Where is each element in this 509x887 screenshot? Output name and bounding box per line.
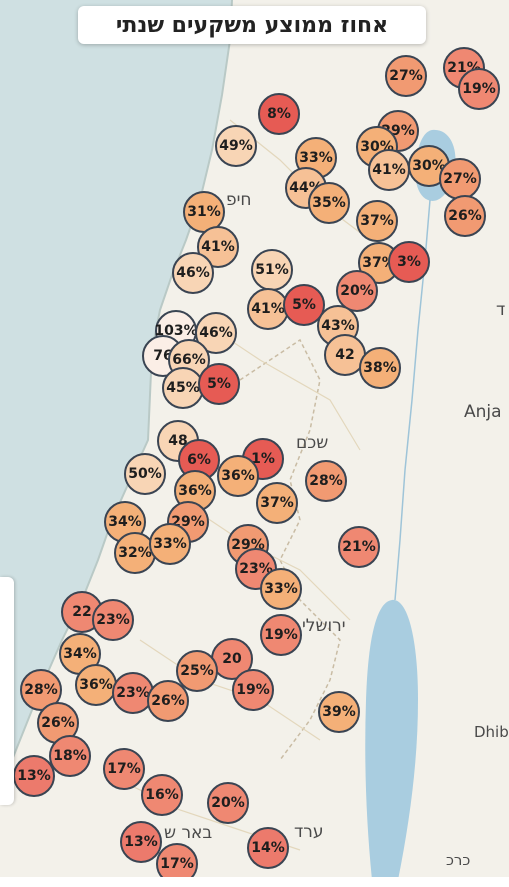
precipitation-marker[interactable]: 18% [49, 735, 91, 777]
green-line-border [239, 338, 341, 761]
dead-sea [365, 599, 418, 880]
precipitation-marker[interactable]: 21% [338, 526, 380, 568]
map-label-east-edge: ד [496, 300, 506, 320]
precipitation-marker[interactable]: 36% [217, 455, 259, 497]
precipitation-marker[interactable]: 41% [247, 288, 289, 330]
map-label-dhiban: Dhib [474, 723, 509, 741]
map-label-arad: ערד [294, 822, 324, 842]
precipitation-marker[interactable]: 51% [251, 249, 293, 291]
map-label-shechem: שכם [296, 433, 329, 453]
precipitation-marker[interactable]: 45% [162, 367, 204, 409]
precipitation-marker[interactable]: 41% [368, 149, 410, 191]
precipitation-marker[interactable]: 19% [458, 68, 500, 110]
precipitation-marker[interactable]: 20% [207, 782, 249, 824]
precipitation-marker[interactable]: 25% [176, 650, 218, 692]
bottom-bar [0, 877, 509, 887]
precipitation-marker[interactable]: 27% [385, 55, 427, 97]
precipitation-marker[interactable]: 27% [439, 158, 481, 200]
precipitation-marker[interactable]: 5% [198, 363, 240, 405]
precipitation-marker[interactable]: 39% [318, 691, 360, 733]
precipitation-marker[interactable]: 33% [149, 523, 191, 565]
precipitation-marker[interactable]: 28% [305, 460, 347, 502]
precipitation-marker[interactable]: 14% [247, 827, 289, 869]
map-label-jerusalem: ירושלי [302, 616, 346, 636]
precipitation-marker[interactable]: 16% [141, 774, 183, 816]
coastline [0, 0, 233, 791]
map-title: אחוז ממוצע משקעים שנתי [78, 6, 426, 44]
mediterranean-sea [0, 0, 232, 790]
map-label-beersheba: באר ש [164, 823, 213, 843]
precipitation-marker[interactable]: 19% [232, 669, 274, 711]
precipitation-marker[interactable]: 33% [260, 568, 302, 610]
precipitation-marker[interactable]: 13% [13, 755, 55, 797]
precipitation-marker[interactable]: 41% [197, 226, 239, 268]
precipitation-marker[interactable]: 37% [256, 482, 298, 524]
precipitation-marker[interactable]: 46% [172, 252, 214, 294]
precipitation-marker[interactable]: 49% [215, 125, 257, 167]
precipitation-marker[interactable]: 5% [283, 284, 325, 326]
precipitation-marker[interactable]: 17% [103, 748, 145, 790]
precipitation-marker[interactable]: 23% [92, 599, 134, 641]
precipitation-marker[interactable]: 50% [124, 453, 166, 495]
precipitation-marker[interactable]: 36% [75, 664, 117, 706]
side-panel-handle[interactable] [0, 577, 14, 805]
precipitation-marker[interactable]: 26% [444, 195, 486, 237]
map-label-anjara: Anja [464, 402, 502, 422]
precipitation-marker[interactable]: 26% [147, 680, 189, 722]
precipitation-marker[interactable]: 3% [388, 241, 430, 283]
precipitation-marker[interactable]: 35% [308, 182, 350, 224]
map-label-haifa: חיפ [226, 190, 252, 210]
precipitation-marker[interactable]: 8% [258, 93, 300, 135]
map-label-karak: כרכ [446, 851, 471, 869]
precipitation-marker[interactable]: 38% [359, 347, 401, 389]
precipitation-marker[interactable]: 20% [336, 270, 378, 312]
precipitation-marker[interactable]: 19% [260, 614, 302, 656]
precipitation-marker[interactable]: 37% [356, 200, 398, 242]
precipitation-marker[interactable]: 13% [120, 821, 162, 863]
